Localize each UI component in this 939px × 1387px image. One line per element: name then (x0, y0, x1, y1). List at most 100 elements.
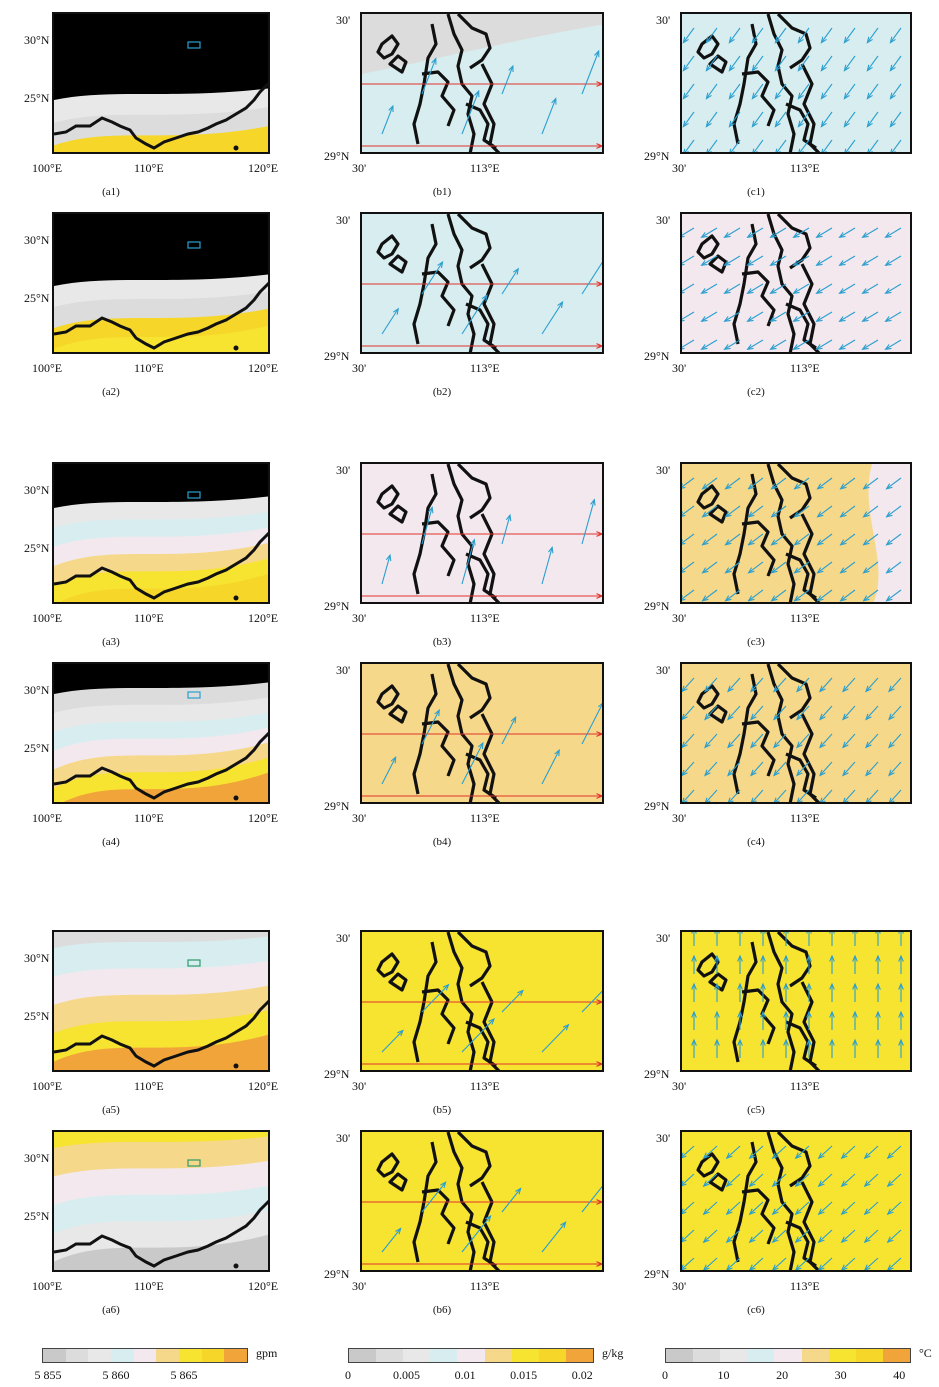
y-tick-label: 29°N (324, 349, 350, 363)
wind-vector (887, 1201, 902, 1215)
wind-vector-head (481, 294, 488, 302)
wind-vector-head (842, 685, 849, 693)
colorbar-unit: gpm (256, 1346, 278, 1360)
wind-vector-head (682, 316, 685, 322)
wind-vector (794, 589, 810, 602)
wind-vector (725, 533, 741, 546)
c-map-3 (680, 462, 912, 604)
x-tick-label: 30' (352, 1279, 367, 1293)
wind-vector-head (838, 344, 846, 351)
local-coastline (741, 720, 776, 777)
wind-vector-head (888, 797, 895, 802)
wind-vector-head (792, 232, 800, 239)
wind-vector-head (724, 595, 732, 602)
wind-vector-head (590, 498, 596, 506)
wind-vector-head (886, 1236, 894, 1244)
field-fill (362, 1132, 602, 1270)
wind-vector (751, 83, 764, 99)
wind-vector (817, 589, 833, 602)
wind-vector-head (705, 64, 712, 72)
wind-vector-head (821, 148, 827, 152)
wind-vector-head (748, 1208, 756, 1216)
wind-vector (727, 677, 741, 692)
wind-vector (381, 1228, 402, 1253)
wind-vector (774, 789, 787, 802)
local-coastline (421, 988, 456, 1045)
regional-map-3 (52, 462, 270, 604)
panel-label: (a5) (102, 1104, 120, 1116)
wind-vector (705, 111, 718, 127)
c-map-6 (680, 1130, 912, 1272)
wind-vector-head (724, 511, 732, 518)
wind-vector (885, 283, 902, 294)
colorbar-tick: 20 (776, 1368, 789, 1382)
x-tick-label: 120°E (248, 1079, 279, 1093)
wind-vector (726, 1229, 741, 1243)
colorbar-swatch (828, 1349, 856, 1362)
wind-vector-head (806, 982, 812, 990)
wind-vector (888, 677, 902, 692)
height-field-band (54, 126, 268, 152)
wind-vector-head (725, 1208, 733, 1216)
wind-vector-head (815, 288, 823, 295)
wind-vector (461, 1215, 492, 1253)
wind-vector (864, 1257, 879, 1270)
wind-vector (501, 717, 517, 745)
wind-vector (728, 83, 741, 99)
moisture-flux-vector-head (596, 1199, 602, 1205)
x-tick-label: 100°E (32, 611, 63, 625)
wind-vector (771, 589, 787, 602)
wind-vector (820, 55, 833, 71)
wind-vector-head (840, 1208, 848, 1216)
local-coastline (376, 1152, 400, 1178)
wind-vector-head (862, 539, 870, 546)
wind-vector-head (729, 148, 735, 152)
wind-vector (817, 477, 833, 490)
wind-vector-head (840, 1180, 848, 1188)
wind-vector (581, 261, 602, 295)
wind-vector (421, 709, 440, 745)
wind-vector (750, 705, 764, 720)
wind-vector (541, 547, 553, 585)
wind-vector (705, 789, 718, 802)
wind-vector-head (840, 1152, 848, 1160)
wind-vector-head (701, 567, 709, 574)
b-map-6 (360, 1130, 604, 1272)
x-tick-label: 113°E (790, 161, 820, 175)
wind-vector (841, 1201, 856, 1215)
wind-vector (725, 561, 741, 574)
wind-vector-head (898, 954, 904, 962)
wind-vector-head (885, 539, 893, 546)
wind-vector (843, 83, 856, 99)
wind-vector (862, 255, 879, 266)
wind-vector-head (737, 982, 743, 990)
wind-vector (840, 589, 856, 602)
wind-vector-head (840, 1236, 848, 1244)
wind-vector (725, 589, 741, 602)
panel-label: (c1) (747, 186, 765, 198)
x-tick-label: 100°E (32, 161, 63, 175)
y-tick-label: 30' (656, 463, 671, 477)
panel-label: (c6) (747, 1304, 765, 1316)
wind-vector-head (704, 769, 711, 777)
c-map-4 (680, 662, 912, 804)
local-coastline (696, 684, 720, 710)
wind-vector (794, 505, 810, 518)
wind-vector-head (470, 538, 476, 546)
wind-vector-head (793, 567, 801, 574)
wind-vector (796, 733, 810, 748)
wind-vector (727, 733, 741, 748)
wind-vector-head (796, 741, 803, 749)
x-tick-label: 30' (672, 361, 687, 375)
b-map-5 (360, 930, 604, 1072)
colorbar-swatch (774, 1349, 802, 1362)
wind-vector-head (866, 64, 873, 72)
wind-vector (381, 757, 397, 785)
wind-vector (863, 533, 879, 546)
wind-vector-head (748, 1152, 756, 1160)
wind-vector (841, 1145, 856, 1159)
wind-vector (843, 111, 856, 127)
wind-vector (774, 83, 787, 99)
wind-vector (862, 339, 879, 350)
panel-label: (a1) (102, 186, 120, 198)
